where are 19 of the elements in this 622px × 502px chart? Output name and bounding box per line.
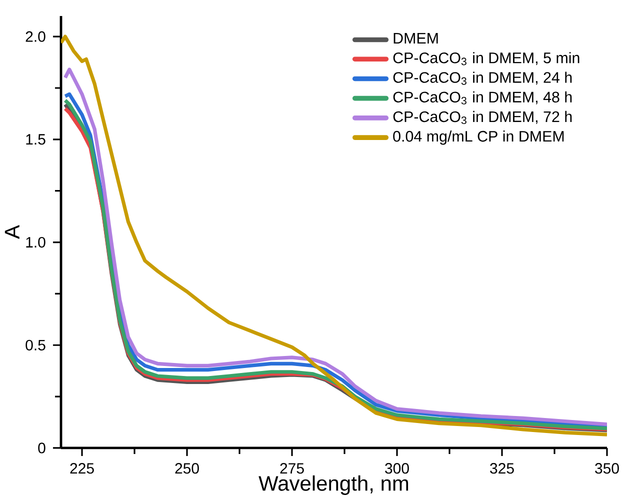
x-tick-label: 250 — [175, 463, 199, 474]
legend-label: CP-CaCO$_{3}$ in DMEM, 5 min — [393, 52, 580, 66]
x-tick-label: 275 — [280, 463, 304, 474]
x-tick-label: 350 — [595, 463, 619, 474]
x-tick-label: 225 — [70, 463, 94, 474]
x-axis-title: Wavelength, nm — [258, 475, 408, 495]
y-tick-label: 1.5 — [26, 134, 46, 145]
legend-label: CP-CaCO$_{3}$ in DMEM, 48 h — [393, 91, 572, 104]
legend-label: CP-CaCO$_{3}$ in DMEM, 72 h — [393, 110, 572, 124]
y-tick-label: 0 — [38, 442, 46, 454]
legend-label: DMEM — [394, 33, 438, 44]
x-tick-label: 300 — [385, 463, 409, 474]
x-tick-label: 325 — [490, 463, 514, 474]
y-tick-label: 2.0 — [26, 31, 46, 42]
y-tick-label: 0.5 — [26, 340, 46, 350]
legend-label: 0.04 mg/mL CP in DMEM — [393, 130, 564, 145]
y-axis-title: A — [4, 225, 20, 239]
y-tick-label: 1.0 — [26, 236, 46, 248]
legend-label: CP-CaCO$_{3}$ in DMEM, 24 h — [393, 72, 572, 85]
